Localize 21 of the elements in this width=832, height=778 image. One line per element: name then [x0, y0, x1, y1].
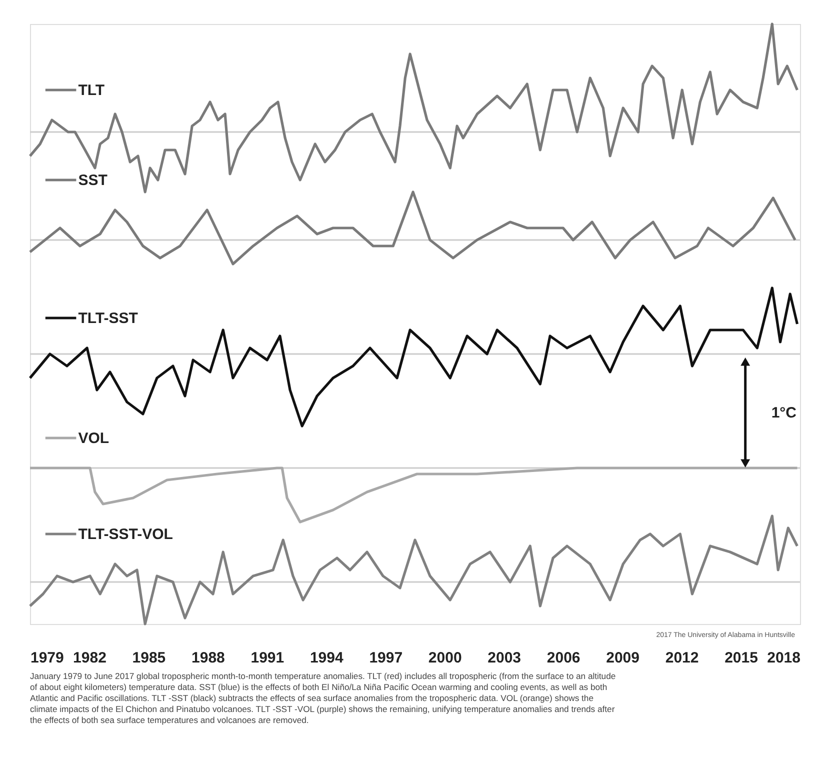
x-tick-label: 1982: [73, 650, 106, 666]
legend-label: TLT-SST-VOL: [78, 526, 173, 543]
legend-label: TLT-SST: [78, 310, 138, 327]
x-tick-label: 2018: [767, 650, 800, 666]
x-tick-label: 2009: [606, 650, 640, 666]
x-tick-label: 2006: [546, 650, 580, 666]
x-tick-label: 2012: [665, 650, 699, 666]
x-tick-label: 1985: [132, 650, 166, 666]
text: January 1979 to June 2017 global tropospheric month-to-month temperature anomalies. TLT (red) includes all tropospheric (from the surface to an altitude of about eight kilometers) temperature data. SST (blue) is the effects of both El Niño/La Niña Pacific Ocean warming and cooling events, as well as both Atlantic and Pacific oscillations. TLT -SST (black) subtracts the effects of sea surface anomalies from the tropospheric data. VOL (orange) shows the climate impacts of the El Chichon and Pinatubo volcanoes. TLT -SST -VOL (purple) shows the remaining, unifying temperature anomalies and trends after the effects of both sea surface temperatures and volcanoes are removed.: [30, 671, 616, 725]
x-tick-label: 1997: [369, 650, 403, 666]
x-tick-label: 2003: [488, 650, 522, 666]
x-tick-label: 1988: [192, 650, 225, 666]
x-tick-label: 1991: [250, 650, 284, 666]
legend-label: VOL: [78, 430, 110, 447]
x-tick-label: 2000: [428, 650, 462, 666]
legend-label: TLT: [78, 82, 105, 99]
x-tick-label: 2015: [724, 650, 758, 666]
annotation: 1°C: [771, 404, 797, 422]
x-tick-label: 1979: [30, 650, 64, 666]
x-tick-label: 1994: [310, 650, 344, 666]
legend-label: SST: [78, 172, 108, 189]
